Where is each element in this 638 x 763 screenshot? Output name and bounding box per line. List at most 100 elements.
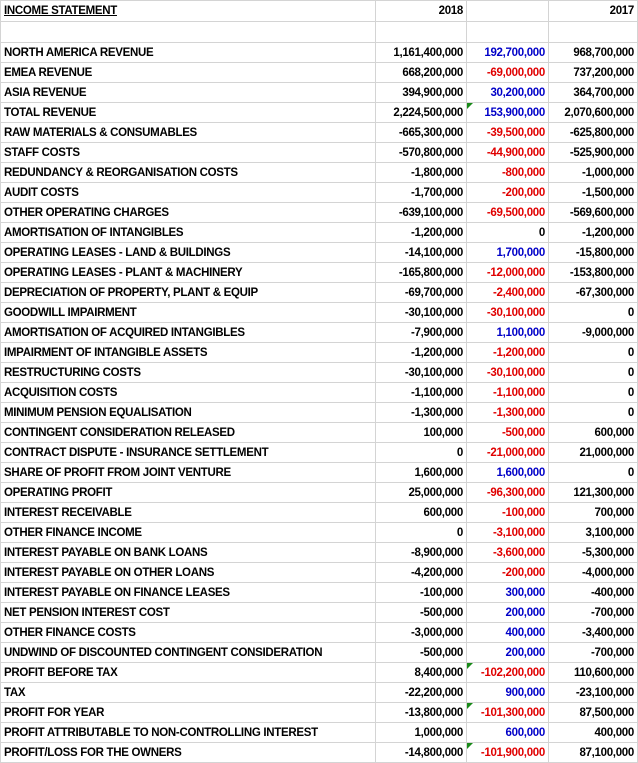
- difference-cell[interactable]: -69,500,000: [466, 202, 549, 223]
- difference-cell[interactable]: -1,300,000: [466, 402, 549, 423]
- label-cell[interactable]: INTEREST PAYABLE ON FINANCE LEASES: [0, 582, 376, 603]
- value-2018-cell[interactable]: -639,100,000: [375, 202, 467, 223]
- label-cell[interactable]: NORTH AMERICA REVENUE: [0, 42, 376, 63]
- value-2017-cell[interactable]: 700,000: [548, 502, 638, 523]
- label-cell[interactable]: INTEREST PAYABLE ON OTHER LOANS: [0, 562, 376, 583]
- value-2018-cell[interactable]: -1,100,000: [375, 382, 467, 403]
- value-2017-cell[interactable]: -153,800,000: [548, 262, 638, 283]
- label-cell[interactable]: IMPAIRMENT OF INTANGIBLE ASSETS: [0, 342, 376, 363]
- label-cell[interactable]: SHARE OF PROFIT FROM JOINT VENTURE: [0, 462, 376, 483]
- difference-cell[interactable]: 300,000: [466, 582, 549, 603]
- value-2017-cell[interactable]: -5,300,000: [548, 542, 638, 563]
- value-2017-cell[interactable]: 600,000: [548, 422, 638, 443]
- difference-cell[interactable]: -44,900,000: [466, 142, 549, 163]
- value-2017-cell[interactable]: -569,600,000: [548, 202, 638, 223]
- difference-cell[interactable]: -800,000: [466, 162, 549, 183]
- value-2018-cell[interactable]: -570,800,000: [375, 142, 467, 163]
- label-cell[interactable]: PROFIT ATTRIBUTABLE TO NON-CONTROLLING I…: [0, 722, 376, 743]
- header-2018-cell[interactable]: 2018: [375, 0, 467, 22]
- label-cell[interactable]: INTEREST RECEIVABLE: [0, 502, 376, 523]
- value-2017-cell[interactable]: 2,070,600,000: [548, 102, 638, 123]
- difference-cell[interactable]: 200,000: [466, 642, 549, 663]
- value-2017-cell[interactable]: 0: [548, 382, 638, 403]
- difference-cell[interactable]: -200,000: [466, 182, 549, 203]
- difference-cell[interactable]: -101,300,000: [466, 702, 549, 723]
- value-2018-cell[interactable]: -3,000,000: [375, 622, 467, 643]
- value-2018-cell[interactable]: -100,000: [375, 582, 467, 603]
- difference-cell[interactable]: -1,100,000: [466, 382, 549, 403]
- value-2018-cell[interactable]: -500,000: [375, 602, 467, 623]
- difference-cell[interactable]: 900,000: [466, 682, 549, 703]
- value-2017-cell[interactable]: 968,700,000: [548, 42, 638, 63]
- value-2017-cell[interactable]: 87,500,000: [548, 702, 638, 723]
- value-2017-cell[interactable]: 737,200,000: [548, 62, 638, 83]
- error-indicator-icon[interactable]: [467, 663, 473, 669]
- label-cell[interactable]: ACQUISITION COSTS: [0, 382, 376, 403]
- value-2018-cell[interactable]: -14,100,000: [375, 242, 467, 263]
- label-cell[interactable]: PROFIT/LOSS FOR THE OWNERS: [0, 742, 376, 763]
- label-cell[interactable]: DEPRECIATION OF PROPERTY, PLANT & EQUIP: [0, 282, 376, 303]
- value-2018-cell[interactable]: 100,000: [375, 422, 467, 443]
- value-2018-cell[interactable]: -1,800,000: [375, 162, 467, 183]
- label-cell[interactable]: RAW MATERIALS & CONSUMABLES: [0, 122, 376, 143]
- difference-cell[interactable]: 1,100,000: [466, 322, 549, 343]
- difference-cell[interactable]: -21,000,000: [466, 442, 549, 463]
- label-cell[interactable]: STAFF COSTS: [0, 142, 376, 163]
- value-2017-cell[interactable]: 21,000,000: [548, 442, 638, 463]
- header-2017-cell[interactable]: 2017: [548, 0, 638, 22]
- value-2017-cell[interactable]: -67,300,000: [548, 282, 638, 303]
- value-2017-cell[interactable]: -700,000: [548, 642, 638, 663]
- value-2017-cell[interactable]: -525,900,000: [548, 142, 638, 163]
- title-cell[interactable]: INCOME STATEMENT: [0, 0, 376, 22]
- value-2017-cell[interactable]: -1,000,000: [548, 162, 638, 183]
- label-cell[interactable]: TAX: [0, 682, 376, 703]
- value-2018-cell[interactable]: 600,000: [375, 502, 467, 523]
- value-2018-cell[interactable]: -14,800,000: [375, 742, 467, 763]
- value-2018-cell[interactable]: -8,900,000: [375, 542, 467, 563]
- error-indicator-icon[interactable]: [467, 103, 473, 109]
- difference-cell[interactable]: 153,900,000: [466, 102, 549, 123]
- difference-cell[interactable]: -96,300,000: [466, 482, 549, 503]
- difference-cell[interactable]: 0: [466, 222, 549, 243]
- label-cell[interactable]: OPERATING LEASES - LAND & BUILDINGS: [0, 242, 376, 263]
- label-cell[interactable]: INTEREST PAYABLE ON BANK LOANS: [0, 542, 376, 563]
- value-2017-cell[interactable]: -1,200,000: [548, 222, 638, 243]
- label-cell[interactable]: EMEA REVENUE: [0, 62, 376, 83]
- difference-cell[interactable]: -101,900,000: [466, 742, 549, 763]
- difference-cell[interactable]: 1,700,000: [466, 242, 549, 263]
- label-cell[interactable]: RESTRUCTURING COSTS: [0, 362, 376, 383]
- value-2017-cell[interactable]: -400,000: [548, 582, 638, 603]
- value-2018-cell[interactable]: 0: [375, 442, 467, 463]
- value-2017-cell[interactable]: -3,400,000: [548, 622, 638, 643]
- value-2017-cell[interactable]: 0: [548, 302, 638, 323]
- label-cell[interactable]: OTHER OPERATING CHARGES: [0, 202, 376, 223]
- difference-cell[interactable]: 30,200,000: [466, 82, 549, 103]
- label-cell[interactable]: REDUNDANCY & REORGANISATION COSTS: [0, 162, 376, 183]
- label-cell[interactable]: TOTAL REVENUE: [0, 102, 376, 123]
- value-2018-cell[interactable]: 0: [375, 522, 467, 543]
- value-2018-cell[interactable]: 668,200,000: [375, 62, 467, 83]
- difference-cell[interactable]: -3,600,000: [466, 542, 549, 563]
- difference-cell[interactable]: -100,000: [466, 502, 549, 523]
- label-cell[interactable]: MINIMUM PENSION EQUALISATION: [0, 402, 376, 423]
- difference-cell[interactable]: 400,000: [466, 622, 549, 643]
- value-2018-cell[interactable]: -1,300,000: [375, 402, 467, 423]
- difference-cell[interactable]: 192,700,000: [466, 42, 549, 63]
- error-indicator-icon[interactable]: [467, 703, 473, 709]
- value-2018-cell[interactable]: -665,300,000: [375, 122, 467, 143]
- value-2017-cell[interactable]: 400,000: [548, 722, 638, 743]
- value-2017-cell[interactable]: 87,100,000: [548, 742, 638, 763]
- difference-cell[interactable]: 600,000: [466, 722, 549, 743]
- value-2018-cell[interactable]: 2,224,500,000: [375, 102, 467, 123]
- label-cell[interactable]: ASIA REVENUE: [0, 82, 376, 103]
- label-cell[interactable]: OTHER FINANCE INCOME: [0, 522, 376, 543]
- label-cell[interactable]: NET PENSION INTEREST COST: [0, 602, 376, 623]
- value-2017-cell[interactable]: -9,000,000: [548, 322, 638, 343]
- value-2018-cell[interactable]: -22,200,000: [375, 682, 467, 703]
- value-2017-cell[interactable]: 3,100,000: [548, 522, 638, 543]
- value-2017-cell[interactable]: 364,700,000: [548, 82, 638, 103]
- difference-cell[interactable]: -102,200,000: [466, 662, 549, 683]
- value-2018-cell[interactable]: -1,200,000: [375, 342, 467, 363]
- value-2017-cell[interactable]: 0: [548, 342, 638, 363]
- value-2018-cell[interactable]: 8,400,000: [375, 662, 467, 683]
